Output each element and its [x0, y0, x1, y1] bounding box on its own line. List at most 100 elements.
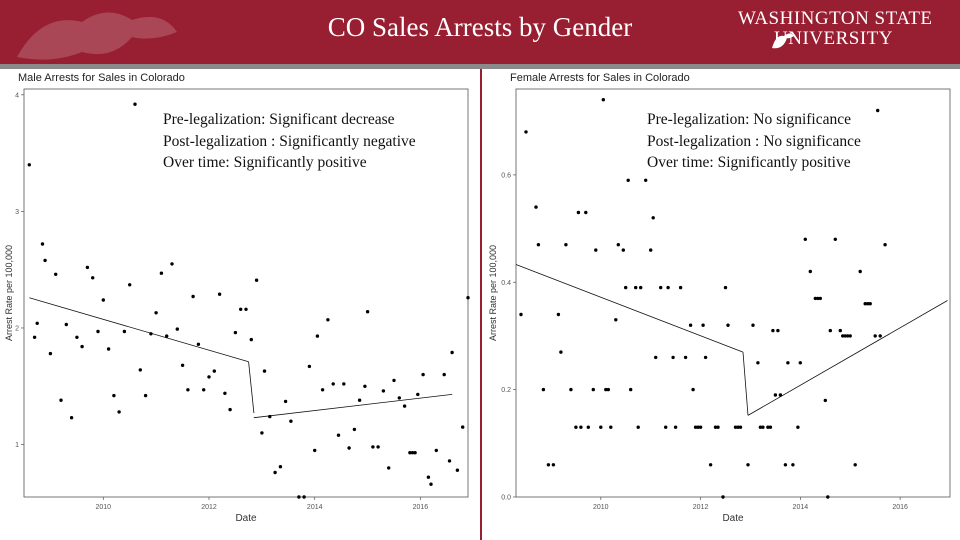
female-data-point: [771, 328, 775, 333]
male-data-point: [212, 369, 216, 373]
female-data-point: [534, 205, 538, 209]
female-chart-panel: Female Arrests for Sales in Colorado 2010…: [484, 69, 960, 540]
male-data-point: [408, 451, 412, 455]
male-data-point: [313, 448, 317, 453]
male-data-point: [260, 431, 264, 435]
female-data-point: [726, 323, 730, 327]
female-data-point: [846, 334, 850, 338]
male-data-point: [376, 445, 380, 449]
female-x-tick-label: 2010: [593, 504, 609, 511]
male-data-point: [149, 332, 153, 336]
male-data-point: [122, 329, 127, 334]
female-data-point: [783, 463, 788, 467]
male-data-point: [392, 378, 396, 383]
male-fit-segment: [29, 297, 249, 363]
female-data-point: [708, 463, 713, 467]
female-data-point: [586, 425, 590, 429]
slide-title: CO Sales Arrests by Gender: [327, 12, 633, 42]
female-x-axis-label: Date: [722, 513, 744, 524]
male-data-point: [302, 495, 306, 499]
female-data-point: [541, 387, 546, 392]
male-annotation-line: Pre-legalization: Significant decrease: [163, 111, 395, 128]
female-data-point: [601, 98, 605, 102]
female-data-point: [616, 243, 620, 247]
male-data-point: [461, 425, 465, 429]
male-data-point: [320, 388, 325, 392]
male-data-point: [342, 382, 346, 386]
female-data-point: [551, 463, 556, 467]
female-x-tick-label: 2014: [793, 504, 809, 511]
female-data-point: [664, 425, 668, 429]
female-data-point: [688, 323, 693, 327]
male-data-point: [159, 271, 164, 275]
male-data-point: [175, 327, 179, 331]
female-data-point: [746, 463, 750, 467]
female-data-point: [584, 210, 588, 215]
male-annotation: Pre-legalization: Significant decrease P…: [163, 109, 416, 174]
male-data-point: [442, 372, 446, 377]
male-data-point: [154, 311, 158, 315]
female-data-point: [621, 248, 625, 252]
title-banner: CO Sales Arrests by Gender WASHINGTON ST…: [0, 0, 960, 64]
female-data-point: [574, 425, 578, 429]
male-chart-panel: Male Arrests for Sales in Colorado 2010 20…: [0, 69, 478, 540]
university-logo: WASHINGTON STATE UNIVERSITY: [738, 8, 933, 50]
female-data-point: [866, 302, 870, 306]
male-fit-segment: [253, 394, 453, 419]
male-data-point: [347, 446, 351, 450]
female-data-point: [791, 463, 795, 467]
male-x-tick-label: 2016: [413, 504, 429, 511]
male-data-point: [128, 283, 132, 287]
panel-divider: [480, 69, 482, 540]
male-annotation-line: Post-legalization : Significantly negati…: [163, 132, 416, 150]
female-data-point: [761, 425, 765, 429]
female-data-point: [873, 334, 877, 338]
female-data-point: [569, 387, 573, 392]
female-data-point: [636, 425, 640, 429]
male-data-point: [289, 419, 293, 423]
female-data-point: [524, 130, 528, 134]
male-data-point: [143, 393, 148, 398]
male-data-point: [283, 399, 288, 404]
female-data-point: [606, 387, 610, 392]
male-data-point: [96, 329, 100, 334]
female-data-point: [536, 243, 541, 247]
female-data-point: [723, 285, 728, 290]
female-y-tick-label: 0.2: [501, 387, 511, 394]
female-data-point: [756, 361, 760, 365]
male-data-point: [297, 495, 301, 499]
female-data-point: [826, 495, 830, 499]
male-data-point: [75, 335, 79, 339]
female-data-point: [816, 296, 820, 301]
male-data-point: [54, 272, 58, 276]
male-data-point: [426, 475, 431, 479]
banner-underline: [0, 64, 960, 69]
cougar-head-icon: [772, 33, 794, 49]
female-data-point: [644, 178, 648, 182]
male-data-point: [180, 363, 185, 367]
male-data-point: [434, 448, 438, 453]
male-y-tick-label: 2: [15, 325, 19, 332]
female-y-tick-label: 0.4: [501, 280, 511, 287]
male-data-point: [387, 466, 391, 470]
female-data-point: [833, 237, 837, 241]
female-data-point: [768, 425, 773, 429]
male-data-point: [43, 258, 47, 263]
male-data-point: [196, 342, 201, 346]
male-fit-segment: [248, 361, 255, 414]
female-fit-segment: [515, 264, 744, 353]
university-name-line1: WASHINGTON STATE: [738, 8, 933, 29]
male-data-point: [278, 465, 283, 469]
female-data-point: [651, 216, 655, 220]
male-data-point: [244, 307, 248, 311]
male-data-point: [112, 393, 116, 398]
female-x-tick-label: 2016: [892, 504, 908, 511]
male-x-tick-label: 2012: [201, 504, 217, 511]
female-data-point: [716, 425, 720, 429]
male-data-point: [106, 347, 111, 351]
male-plot-frame: [23, 88, 469, 498]
female-data-point: [703, 355, 708, 360]
male-y-axis-label: Arrest Rate per 100,000: [4, 245, 14, 341]
female-data-point: [876, 108, 880, 113]
female-data-point: [828, 328, 832, 333]
